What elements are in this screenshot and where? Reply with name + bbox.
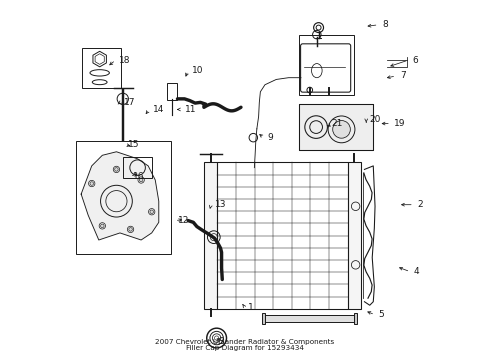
Bar [82, 48, 121, 88]
Bar [347, 162, 360, 309]
Bar [166, 83, 177, 100]
Bar [264, 315, 355, 322]
Bar [123, 157, 151, 178]
Circle shape [101, 224, 104, 228]
Text: 8: 8 [381, 20, 387, 29]
Text: 9: 9 [267, 133, 273, 142]
Text: 19: 19 [394, 119, 405, 128]
Circle shape [114, 168, 118, 171]
Text: 16: 16 [133, 172, 144, 181]
Bar [299, 35, 353, 95]
Text: 13: 13 [214, 200, 225, 209]
Text: 11: 11 [184, 105, 196, 114]
Text: 6: 6 [411, 55, 417, 64]
Text: 20: 20 [369, 115, 380, 124]
Bar [353, 313, 356, 324]
Text: 18: 18 [119, 55, 130, 64]
Text: 3: 3 [218, 337, 224, 346]
Text: Filler Cap Diagram for 15293434: Filler Cap Diagram for 15293434 [185, 345, 303, 351]
Polygon shape [81, 152, 159, 240]
Text: 5: 5 [378, 310, 384, 319]
Text: 2007 Chevrolet Uplander Radiator & Components: 2007 Chevrolet Uplander Radiator & Compo… [155, 339, 333, 345]
Circle shape [90, 182, 93, 185]
Text: 21: 21 [330, 119, 342, 128]
Bar [299, 104, 372, 150]
Circle shape [139, 178, 142, 182]
Bar [299, 104, 372, 150]
Bar [262, 313, 265, 324]
Circle shape [332, 121, 349, 138]
Circle shape [128, 228, 132, 231]
Text: 14: 14 [152, 105, 164, 114]
Text: 1: 1 [247, 302, 253, 311]
Text: 12: 12 [178, 216, 189, 225]
Circle shape [150, 210, 153, 213]
Text: 4: 4 [413, 267, 419, 276]
Bar [76, 141, 171, 254]
Bar [203, 162, 217, 309]
Text: 15: 15 [128, 140, 139, 149]
Text: 10: 10 [191, 66, 203, 75]
Bar [217, 162, 347, 309]
Text: 17: 17 [123, 98, 135, 107]
Text: 2: 2 [417, 200, 422, 209]
Text: 7: 7 [399, 71, 405, 80]
